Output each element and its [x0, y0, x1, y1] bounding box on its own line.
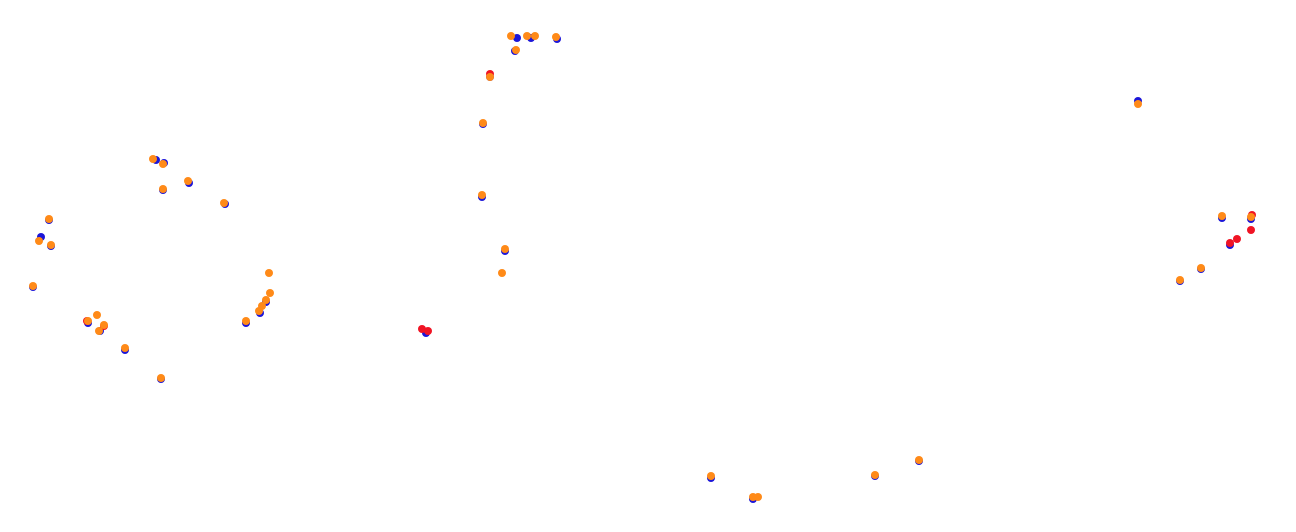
point: [47, 241, 55, 249]
point: [1197, 264, 1205, 272]
point: [159, 160, 167, 168]
point: [157, 374, 165, 382]
point: [479, 119, 487, 127]
point: [1233, 235, 1241, 243]
point: [266, 289, 274, 297]
point: [1247, 213, 1255, 221]
point: [45, 215, 53, 223]
point: [512, 46, 520, 54]
point: [220, 199, 228, 207]
point: [523, 32, 531, 40]
point: [84, 317, 92, 325]
point: [242, 317, 250, 325]
point: [100, 321, 108, 329]
point: [35, 237, 43, 245]
point: [121, 344, 129, 352]
point: [498, 269, 506, 277]
point: [29, 282, 37, 290]
point: [552, 33, 560, 41]
point: [1134, 100, 1142, 108]
point: [1247, 226, 1255, 234]
point: [507, 32, 515, 40]
point: [531, 32, 539, 40]
point: [93, 311, 101, 319]
point: [707, 472, 715, 480]
point: [486, 73, 494, 81]
point: [1218, 212, 1226, 220]
point: [95, 327, 103, 335]
point: [265, 269, 273, 277]
point: [258, 302, 266, 310]
point: [1226, 239, 1234, 247]
point: [478, 191, 486, 199]
point: [915, 456, 923, 464]
point: [262, 296, 270, 304]
point: [159, 185, 167, 193]
point: [424, 327, 432, 335]
point: [1176, 276, 1184, 284]
point: [871, 471, 879, 479]
point: [184, 177, 192, 185]
point: [754, 493, 762, 501]
point: [501, 245, 509, 253]
point: [149, 155, 157, 163]
